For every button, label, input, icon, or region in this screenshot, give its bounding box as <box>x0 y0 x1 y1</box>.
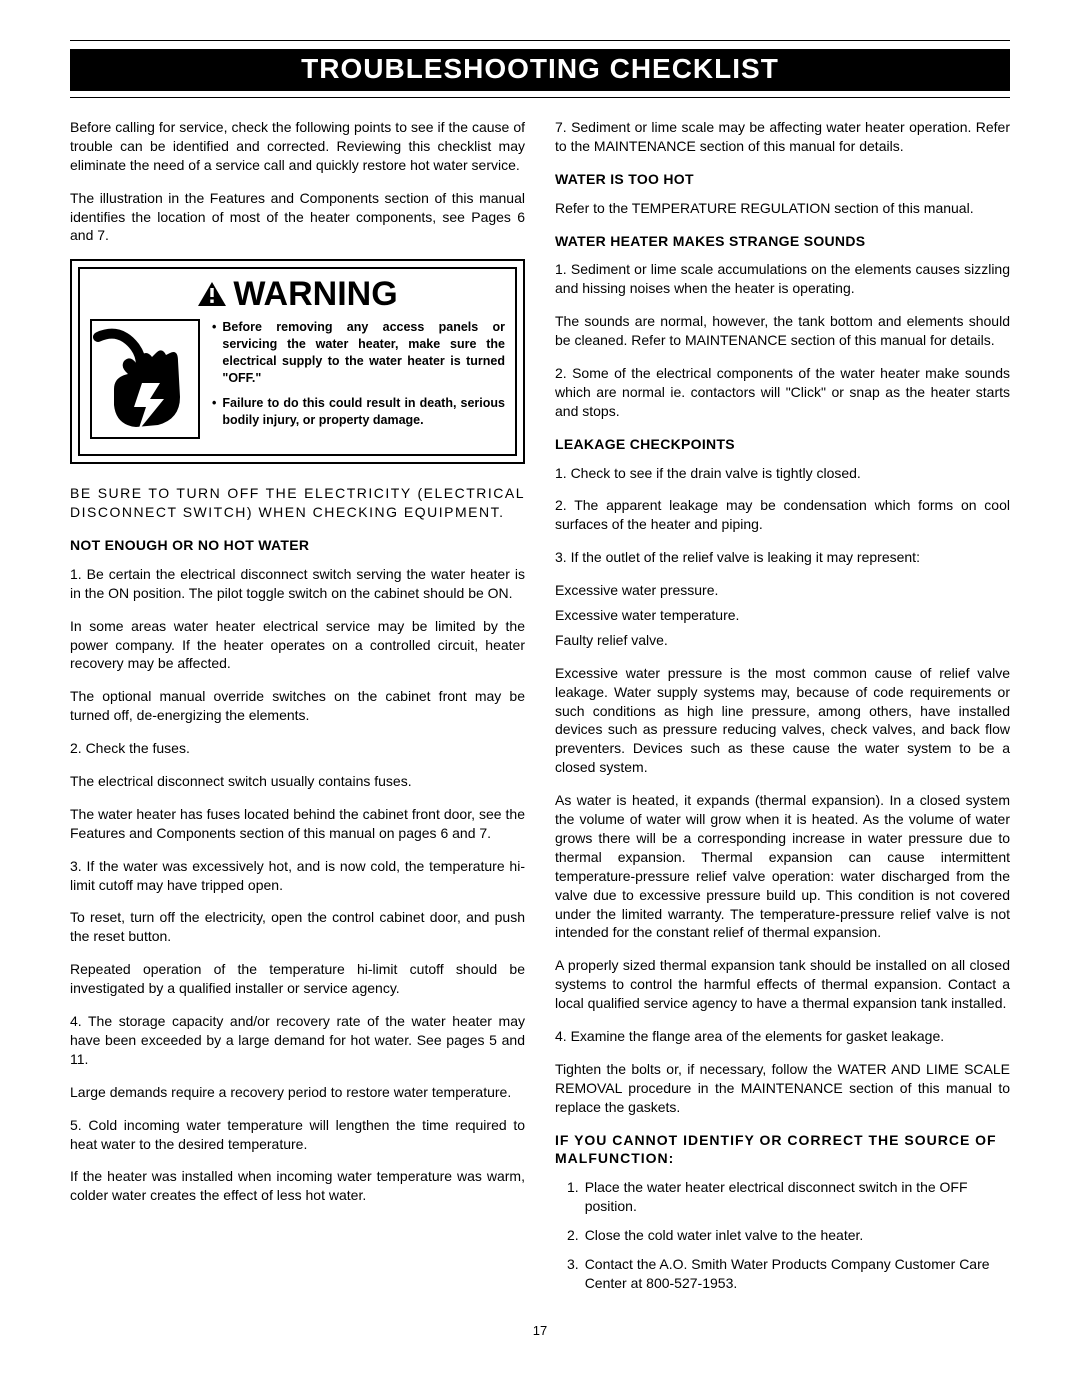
bottom-rule <box>70 97 1010 98</box>
step-number: 3. <box>567 1255 579 1293</box>
right-l1: Excessive water pressure. <box>555 581 1010 600</box>
page-number: 17 <box>70 1323 1010 1338</box>
step-number: 2. <box>567 1226 579 1245</box>
malfunction-step-3: 3. Contact the A.O. Smith Water Products… <box>555 1255 1010 1293</box>
right-l3: Faulty relief valve. <box>555 631 1010 650</box>
right-p9: As water is heated, it expands (thermal … <box>555 791 1010 942</box>
right-p10: A properly sized thermal expansion tank … <box>555 956 1010 1013</box>
warning-inner: WARNING <box>78 267 517 456</box>
section-water-too-hot: WATER IS TOO HOT <box>555 170 1010 189</box>
bullet-dot: • <box>212 319 216 387</box>
warning-heading-text: WARNING <box>233 277 397 311</box>
left-p5: The electrical disconnect switch usually… <box>70 772 525 791</box>
right-p12: Tighten the bolts or, if necessary, foll… <box>555 1060 1010 1117</box>
right-p5: 1. Check to see if the drain valve is ti… <box>555 464 1010 483</box>
warning-bullet-2: • Failure to do this could result in dea… <box>212 395 505 429</box>
two-column-layout: Before calling for service, check the fo… <box>70 118 1010 1303</box>
left-p6: The water heater has fuses located behin… <box>70 805 525 843</box>
left-p10: 4. The storage capacity and/or recovery … <box>70 1012 525 1069</box>
left-p4: 2. Check the fuses. <box>70 739 525 758</box>
right-p3: The sounds are normal, however, the tank… <box>555 312 1010 350</box>
intro-paragraph-2: The illustration in the Features and Com… <box>70 189 525 246</box>
left-p8: To reset, turn off the electricity, open… <box>70 908 525 946</box>
page-title-band: TROUBLESHOOTING CHECKLIST <box>70 49 1010 91</box>
left-p12: 5. Cold incoming water temperature will … <box>70 1116 525 1154</box>
warning-callout: WARNING <box>70 259 525 464</box>
warning-text: • Before removing any access panels or s… <box>212 319 505 436</box>
caution-text: BE SURE TO TURN OFF THE ELECTRICITY (ELE… <box>70 484 525 522</box>
warning-bullet-1-text: Before removing any access panels or ser… <box>222 319 505 387</box>
top-rule <box>70 40 1010 41</box>
right-p11: 4. Examine the flange area of the elemen… <box>555 1027 1010 1046</box>
left-p13: If the heater was installed when incomin… <box>70 1167 525 1205</box>
left-p7: 3. If the water was excessively hot, and… <box>70 857 525 895</box>
step-number: 1. <box>567 1178 579 1216</box>
left-column: Before calling for service, check the fo… <box>70 118 525 1303</box>
section-leakage: LEAKAGE CHECKPOINTS <box>555 435 1010 454</box>
warning-row: • Before removing any access panels or s… <box>90 319 505 444</box>
left-p2: In some areas water heater electrical se… <box>70 617 525 674</box>
warning-bullet-1: • Before removing any access panels or s… <box>212 319 505 387</box>
left-p9: Repeated operation of the temperature hi… <box>70 960 525 998</box>
malfunction-step-1: 1. Place the water heater electrical dis… <box>555 1178 1010 1216</box>
step-text: Contact the A.O. Smith Water Products Co… <box>585 1255 1010 1293</box>
right-p7: 3. If the outlet of the relief valve is … <box>555 548 1010 567</box>
left-p11: Large demands require a recovery period … <box>70 1083 525 1102</box>
left-p1: 1. Be certain the electrical disconnect … <box>70 565 525 603</box>
malfunction-step-2: 2. Close the cold water inlet valve to t… <box>555 1226 1010 1245</box>
right-column: 7. Sediment or lime scale may be affecti… <box>555 118 1010 1303</box>
left-p3: The optional manual override switches on… <box>70 687 525 725</box>
right-l2: Excessive water temperature. <box>555 606 1010 625</box>
bullet-dot: • <box>212 395 216 429</box>
warning-heading: WARNING <box>90 277 505 311</box>
electric-shock-icon <box>90 319 200 444</box>
right-p4: 2. Some of the electrical components of … <box>555 364 1010 421</box>
section-strange-sounds: WATER HEATER MAKES STRANGE SOUNDS <box>555 232 1010 251</box>
step-text: Close the cold water inlet valve to the … <box>585 1226 864 1245</box>
intro-paragraph-1: Before calling for service, check the fo… <box>70 118 525 175</box>
warning-bullet-2-text: Failure to do this could result in death… <box>222 395 505 429</box>
right-p6: 2. The apparent leakage may be condensat… <box>555 496 1010 534</box>
section-cannot-identify: IF YOU CANNOT IDENTIFY OR CORRECT THE SO… <box>555 1131 1010 1169</box>
right-p0: 7. Sediment or lime scale may be affecti… <box>555 118 1010 156</box>
right-p1: Refer to the TEMPERATURE REGULATION sect… <box>555 199 1010 218</box>
right-p2: 1. Sediment or lime scale accumulations … <box>555 260 1010 298</box>
right-p8: Excessive water pressure is the most com… <box>555 664 1010 777</box>
step-text: Place the water heater electrical discon… <box>585 1178 1010 1216</box>
section-not-enough-hot-water: NOT ENOUGH OR NO HOT WATER <box>70 536 525 555</box>
warning-triangle-icon <box>197 281 227 307</box>
